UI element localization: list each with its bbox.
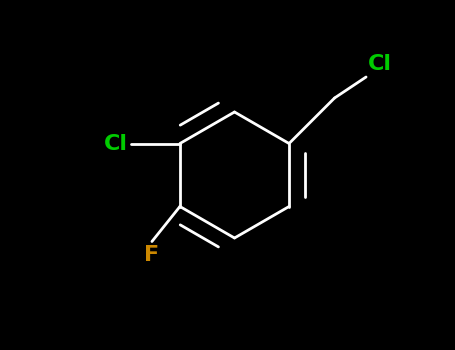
Text: Cl: Cl xyxy=(103,133,127,154)
Text: F: F xyxy=(144,245,160,265)
Text: Cl: Cl xyxy=(368,54,392,74)
